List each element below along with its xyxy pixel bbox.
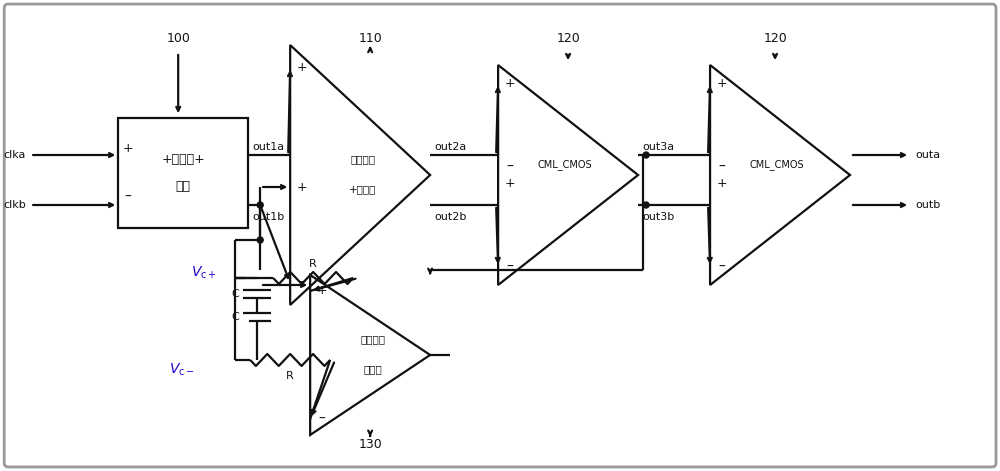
Text: –: – [507,160,514,174]
Circle shape [643,152,649,158]
Bar [118,118,248,228]
Text: out2a: out2a [434,142,466,152]
Text: clkb: clkb [3,200,26,210]
Text: $V_{\rm c-}$: $V_{\rm c-}$ [169,362,195,378]
Text: CML_CMOS: CML_CMOS [538,160,593,171]
Text: 130: 130 [358,439,382,451]
Text: 110: 110 [358,32,382,45]
Text: CML_CMOS: CML_CMOS [750,160,805,171]
Circle shape [643,202,649,208]
Circle shape [257,237,263,243]
Text: –: – [319,412,326,426]
Text: +: + [505,177,515,189]
Text: +: + [297,61,307,73]
Text: outb: outb [915,200,940,210]
Text: R: R [309,259,317,269]
Text: 占空比比: 占空比比 [360,334,385,344]
Text: $V_{\rm c+}$: $V_{\rm c+}$ [191,265,217,281]
Text: +: + [717,76,727,89]
Text: 较电路: 较电路 [363,364,382,374]
Text: +节电路: +节电路 [349,184,377,194]
Text: C: C [231,289,239,299]
Text: +: + [297,180,307,194]
Text: out3a: out3a [642,142,674,152]
Text: +: + [717,177,727,189]
Text: 100: 100 [166,32,190,45]
Text: +输入缓+: +输入缓+ [161,154,205,166]
Text: –: – [719,260,726,274]
Text: outa: outa [915,150,940,160]
Text: out3b: out3b [642,212,674,222]
Text: out1b: out1b [252,212,284,222]
Text: +: + [123,142,134,155]
Text: 冲器: 冲器 [176,180,191,193]
Text: 120: 120 [763,32,787,45]
Text: 120: 120 [556,32,580,45]
Circle shape [257,202,263,208]
FancyBboxPatch shape [4,4,996,467]
Text: C: C [231,312,239,322]
Text: out1a: out1a [252,142,284,152]
Text: +: + [317,284,327,298]
Text: out2b: out2b [434,212,467,222]
Text: R: R [286,371,294,381]
Text: 占空比调: 占空比调 [350,154,375,164]
Text: +: + [505,76,515,89]
Text: –: – [507,260,514,274]
Text: –: – [299,276,306,290]
Text: –: – [125,190,132,204]
Text: –: – [719,160,726,174]
Text: clka: clka [4,150,26,160]
